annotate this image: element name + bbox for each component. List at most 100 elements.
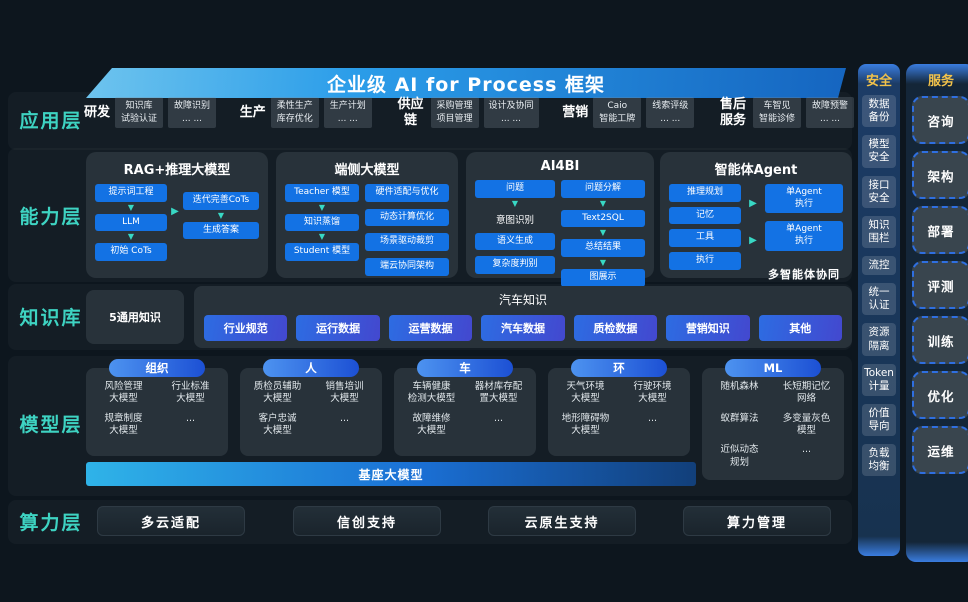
- multi-agent-label: 多智能体协同: [767, 267, 840, 281]
- flow-node: 单Agent 执行: [764, 221, 843, 251]
- knowledge-button: 汽车数据: [481, 315, 565, 341]
- application-layer-row: 研发 知识库 试验认证 故障识别... ... 生产 柔性生产 库存优化 生产计划.…: [84, 97, 854, 129]
- model-item: 长短期记忆 网络: [782, 381, 831, 405]
- model-group-pill: 车: [417, 359, 513, 377]
- layer-label-compute: 算力层: [19, 512, 83, 534]
- app-cell: 故障识别... ...: [168, 97, 217, 129]
- knowledge-button: 质检数据: [573, 315, 658, 341]
- security-item: 负载 均衡: [862, 444, 896, 477]
- arrow-down-icon: [218, 210, 224, 222]
- app-group-aftersales: 售后服务 车智见 智能诊修 故障预警... ...: [718, 97, 854, 129]
- flow-node: Teacher 模型: [285, 184, 359, 202]
- knowledge-button: 其他: [758, 315, 842, 341]
- model-group-pill: 环: [571, 359, 667, 377]
- auto-knowledge-box: 汽车知识 行业规范 运行数据 运营数据 汽车数据 质检数据 营销知识 其他: [194, 286, 852, 348]
- model-item: 地形障碍物 大模型: [561, 412, 610, 437]
- model-group-pill: ML: [725, 359, 821, 377]
- model-item: 行驶环境 大模型: [633, 381, 672, 405]
- service-item: 咨询: [912, 96, 968, 144]
- flow-node: 单Agent 执行: [764, 184, 843, 214]
- app-group-name: 供应链: [397, 97, 424, 128]
- model-item: 随机森林: [720, 381, 759, 392]
- layer-label-application: 应用层: [19, 110, 83, 132]
- model-group-vehicle: 车 车辆健康 检测大模型 器材库存配 置大模型 故障维修 大模型 ...: [394, 359, 536, 456]
- model-item: 天气环境 大模型: [566, 381, 605, 405]
- knowledge-button: 行业规范: [204, 315, 288, 341]
- app-cell: 线索评级... ...: [646, 97, 695, 129]
- flow-node: 迭代完善CoTs: [182, 192, 259, 210]
- app-group-production: 生产 柔性生产 库存优化 生产计划... ...: [240, 97, 372, 129]
- service-title: 服务: [927, 74, 954, 89]
- model-item: 质检员辅助 大模型: [253, 381, 302, 405]
- model-item: ...: [185, 412, 196, 424]
- flow-node: 动态计算优化: [365, 208, 449, 227]
- model-group-pill: 人: [263, 359, 359, 377]
- layer-label-capability: 能力层: [19, 206, 83, 228]
- model-item: 风险管理 大模型: [104, 381, 143, 405]
- model-item: 多变量灰色 模型: [782, 412, 831, 437]
- knowledge-button: 运营数据: [388, 315, 473, 341]
- app-cell: 故障预警... ...: [806, 97, 854, 129]
- model-item: ...: [801, 444, 812, 456]
- model-item: 销售培训 大模型: [325, 381, 364, 405]
- model-item: 客户忠诚 大模型: [258, 412, 297, 437]
- box-title: AI4BI: [540, 159, 580, 174]
- flow-node: 硬件适配与优化: [365, 184, 449, 202]
- box-title: 端侧大模型: [334, 163, 400, 178]
- app-group-marketing: 营销 Caio 智能工牌 线索评级... ...: [562, 97, 695, 129]
- agent-arrows: [749, 198, 757, 282]
- compute-item-xinchuang: 信创支持: [293, 506, 441, 536]
- app-cell: 设计及协同... ...: [483, 97, 539, 129]
- auto-knowledge-title: 汽车知识: [498, 293, 547, 307]
- service-item: 训练: [912, 316, 968, 364]
- security-item: 资源 隔离: [862, 323, 896, 356]
- box-title: 智能体Agent: [714, 163, 798, 178]
- layer-label-model: 模型层: [19, 414, 83, 436]
- security-item: 价值 导向: [862, 403, 896, 437]
- service-item: 评测: [912, 261, 968, 309]
- service-item: 优化: [912, 371, 968, 419]
- model-group-pill: 组织: [109, 359, 205, 377]
- arrow-down-icon: [600, 227, 606, 239]
- flow-node: Student 模型: [285, 243, 359, 262]
- flow-node: 提示词工程: [95, 184, 167, 202]
- flow-node: 问题: [475, 180, 555, 198]
- model-group-environment: 环 天气环境 大模型 行驶环境 大模型 地形障碍物 大模型 ...: [548, 359, 690, 456]
- security-item: 接口 安全: [862, 175, 896, 208]
- flow-node: 端云协同架构: [365, 258, 449, 276]
- flow-node: 场景驱动裁剪: [365, 233, 449, 252]
- model-item: 车辆健康 检测大模型: [407, 381, 456, 405]
- model-item: ...: [339, 412, 350, 424]
- security-column: 安全 数据 备份 模型 安全 接口 安全 知识 围栏 流控 统一 认证 资源 隔离 Toke…: [858, 64, 900, 556]
- general-knowledge-box: 5通用知识: [86, 290, 184, 344]
- arrow-down-icon: [319, 202, 325, 214]
- model-item: ...: [493, 412, 504, 424]
- flow-node: 工具: [669, 229, 741, 248]
- model-item: 蚁群算法: [720, 412, 759, 424]
- base-model-bar: 基座大模型: [86, 462, 696, 486]
- service-item: 运维: [912, 426, 968, 474]
- security-item: 数据 备份: [862, 95, 896, 128]
- flow-node: 初始 CoTs: [95, 243, 167, 262]
- app-cell: 生产计划... ...: [323, 97, 372, 129]
- flow-node: 记忆: [669, 206, 741, 225]
- layer-label-knowledge: 知识库: [19, 307, 83, 329]
- app-group-name: 售后服务: [719, 97, 746, 128]
- knowledge-button: 运行数据: [296, 315, 380, 341]
- arrow-right-icon: [171, 206, 179, 261]
- model-item: 故障维修 大模型: [412, 412, 451, 437]
- arrow-down-icon: [319, 231, 325, 243]
- model-item: 器材库存配 置大模型: [474, 381, 523, 405]
- service-column: 服务 咨询 架构 部署 评测 训练 优化 运维: [906, 64, 968, 562]
- security-item: 知识 围栏: [862, 215, 896, 248]
- flow-node: Text2SQL: [561, 209, 645, 228]
- edge-model-box: 端侧大模型 Teacher 模型 知识蒸馏 Student 模型 硬件适配与优化…: [276, 152, 458, 278]
- arrow-down-icon: [128, 202, 134, 214]
- arrow-right-icon: [749, 235, 757, 246]
- app-group-supply-chain: 供应链 采购管理 项目管理 设计及协同... ...: [396, 97, 539, 129]
- flow-node: 复杂度判别: [475, 256, 555, 275]
- framework-title-banner: 企业级 AI for Process 框架: [86, 68, 846, 98]
- app-group-rnd: 研发 知识库 试验认证 故障识别... ...: [84, 97, 217, 129]
